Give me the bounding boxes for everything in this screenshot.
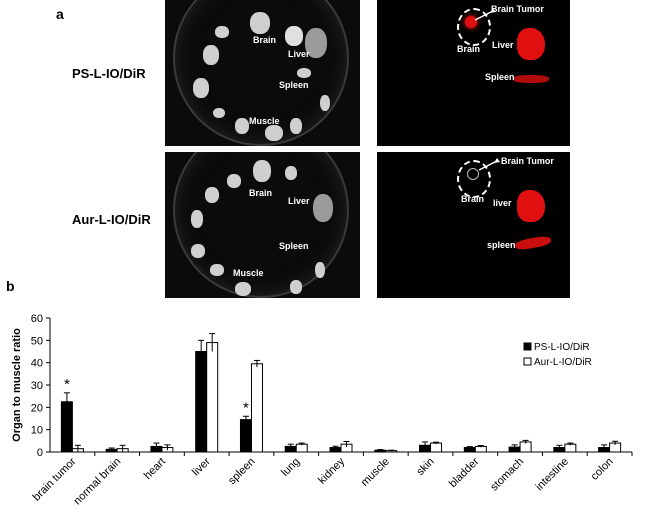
x-tick-label: stomach [488,456,526,494]
arrow-icon [478,158,500,171]
photo-ps-organs: Brain Liver Spleen Muscle [165,0,360,146]
y-tick-label: 20 [31,402,43,414]
y-tick-label: 0 [37,447,43,459]
fluor-ps-organs: Brain Tumor Brain Liver Spleen [377,0,570,146]
photo-label-brain: Brain [253,35,277,45]
legend-label: Aur-L-IO/DiR [534,357,592,368]
bar [564,443,577,453]
y-tick-label: 10 [31,425,43,437]
brain-tumor-signal [465,16,477,28]
spleen-signal [513,75,549,83]
row-label-aur: Aur-L-IO/DiR [72,212,151,227]
row-label-ps: PS-L-IO/DiR [72,66,146,81]
legend-swatch [523,342,532,351]
brain-tumor-outline [467,168,479,180]
photo-label-muscle: Muscle [249,116,280,126]
fluor-label-liver: liver [493,198,512,208]
y-tick-label: 50 [31,335,43,347]
x-tick-label: colon [589,456,616,483]
fluor-label-spleen: Spleen [485,72,515,82]
arrow-icon [474,8,496,21]
x-tick-label: spleen [226,456,257,487]
panel-a-label: a [56,6,64,22]
legend-label: PS-L-IO/DiR [534,342,590,353]
fluor-label-brain: Brain [457,44,481,54]
bar-chart: 0 10 20 30 40 50 60 Organ to muscle ratio brain … [11,313,633,508]
x-tick-label: muscle [359,456,392,489]
fluor-label-brain-tumor: Brain Tumor [491,4,544,14]
bar [430,442,443,453]
bar [195,351,208,453]
liver-signal [517,190,545,222]
brain-circle [457,8,491,46]
bar [239,419,252,453]
photo-label-muscle: Muscle [233,268,264,278]
significance-star: * [243,399,249,416]
fluor-label-brain: Brain [461,194,485,204]
x-tick-label: normal brain [72,456,124,508]
x-tick-label: kidney [316,455,347,486]
bar [250,363,263,453]
x-tick-label: heart [142,456,168,482]
significance-star: * [64,376,70,393]
spleen-signal [514,234,552,252]
photo-label-spleen: Spleen [279,241,309,251]
x-tick-label: brain tumor [31,455,79,503]
y-tick-label: 60 [31,313,43,325]
y-tick-label: 40 [31,358,43,370]
brain-circle [457,160,491,198]
photo-aur-organs: Brain Liver Spleen Muscle [165,152,360,298]
x-tick-label: lung [279,456,302,479]
fluor-label-brain-tumor: Brain Tumor [501,156,554,166]
y-axis-title: Organ to muscle ratio [11,328,23,442]
fluor-label-spleen: spleen [487,240,516,250]
fluor-aur-organs: Brain Tumor Brain liver spleen [377,152,570,298]
photo-label-liver: Liver [288,196,310,206]
bar [295,443,308,453]
x-tick-label: intestine [534,456,571,493]
fluor-label-liver: Liver [492,40,514,50]
liver-signal [517,28,545,60]
y-tick-label: 30 [31,380,43,392]
bar [206,342,219,453]
photo-label-liver: Liver [288,49,310,59]
legend-swatch [523,357,532,366]
x-tick-label: bladder [447,455,482,490]
x-tick-label: liver [190,455,213,478]
photo-label-brain: Brain [249,188,273,198]
x-tick-label: skin [414,456,436,478]
panel-b-label: b [6,278,15,294]
photo-label-spleen: Spleen [279,80,309,90]
